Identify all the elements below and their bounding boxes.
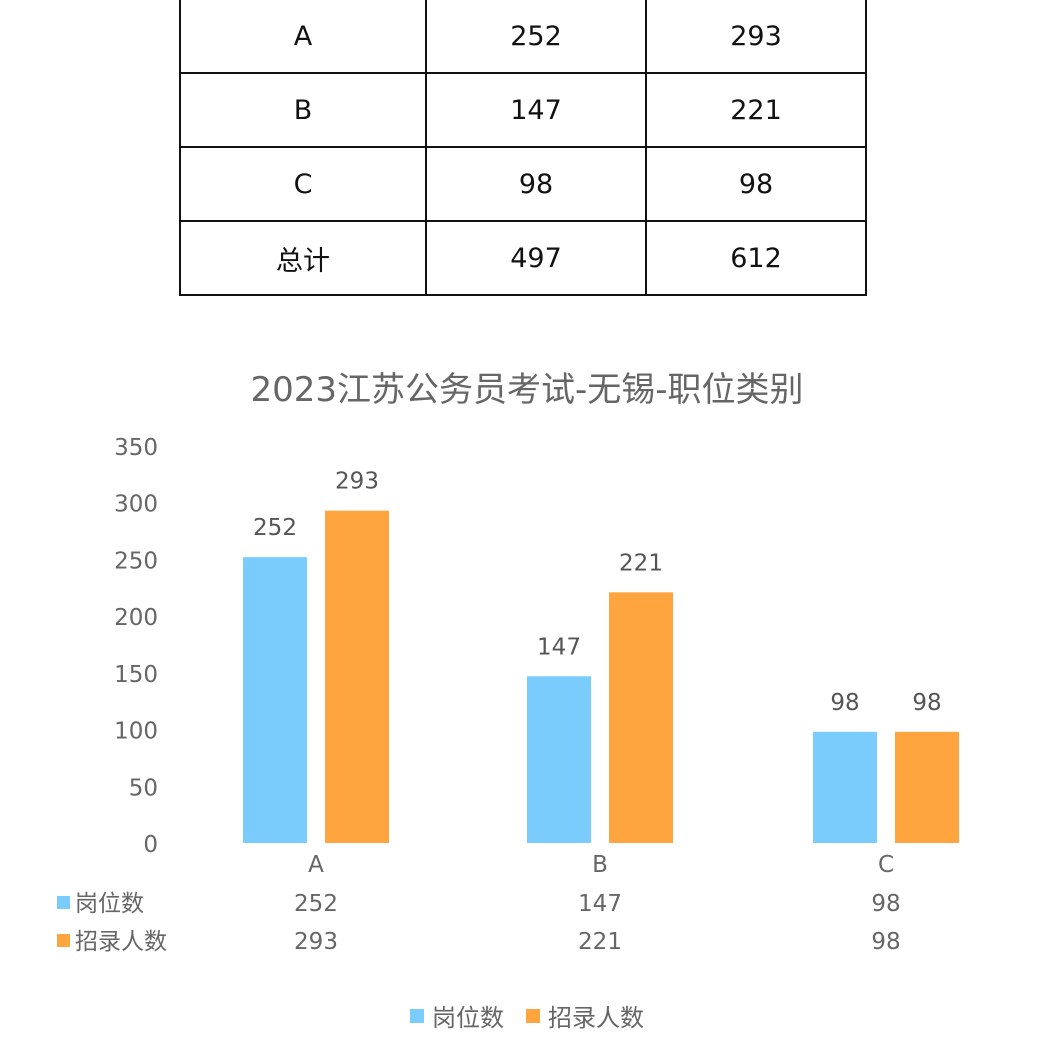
bar-positions — [527, 676, 591, 843]
y-tick-label: 150 — [114, 662, 158, 688]
bar-positions — [813, 731, 877, 843]
legend-swatch-hires — [526, 1008, 540, 1023]
table-value: 98 — [871, 929, 900, 955]
data-label: 98 — [830, 690, 859, 716]
table-value: 147 — [578, 891, 622, 917]
table-series-label: 岗位数 — [75, 891, 144, 917]
x-tick-label: C — [878, 852, 894, 878]
table-row: C 98 98 — [179, 146, 867, 222]
table-cell: 293 — [645, 0, 867, 74]
y-tick-label: 300 — [114, 492, 158, 518]
table-cell: 252 — [425, 0, 647, 74]
data-label: 252 — [253, 515, 297, 541]
chart-title: 2023江苏公务员考试-无锡-职位类别 — [250, 370, 804, 410]
y-tick-label: 200 — [114, 605, 158, 631]
table-legend-swatch-positions — [57, 896, 70, 909]
table-cell: 497 — [425, 220, 647, 296]
bar-hires — [895, 731, 959, 843]
data-label: 98 — [912, 690, 941, 716]
bar-hires — [609, 592, 673, 843]
table-cell: 总计 — [179, 220, 427, 296]
legend-label-positions: 岗位数 — [432, 1004, 504, 1032]
x-tick-label: B — [592, 852, 608, 878]
x-tick-label: A — [308, 852, 324, 878]
y-tick-label: 250 — [114, 548, 158, 574]
table-cell: 147 — [425, 72, 647, 148]
legend-item-positions: 岗位数 — [410, 998, 504, 1033]
table-value: 221 — [578, 929, 622, 955]
data-label: 147 — [537, 634, 581, 660]
y-tick-label: 50 — [129, 775, 158, 801]
table-cell: C — [179, 146, 427, 222]
table-value: 98 — [871, 891, 900, 917]
table-cell: 98 — [425, 146, 647, 222]
chart-legend: 岗位数 招录人数 — [0, 998, 1054, 1033]
y-tick-label: 0 — [143, 832, 158, 858]
table-series-label: 招录人数 — [75, 929, 167, 955]
bar-hires — [325, 510, 389, 843]
table-cell: A — [179, 0, 427, 74]
table-value: 293 — [294, 929, 338, 955]
table-cell: 221 — [645, 72, 867, 148]
table-row: A 252 293 — [179, 0, 867, 74]
table-cell: B — [179, 72, 427, 148]
table-value: 252 — [294, 891, 338, 917]
legend-label-hires: 招录人数 — [548, 1004, 644, 1032]
table-cell: 98 — [645, 146, 867, 222]
summary-table: A 252 293 B 147 221 C 98 98 总计 497 612 — [179, 0, 867, 296]
y-tick-label: 350 — [114, 435, 158, 461]
data-label: 221 — [619, 550, 663, 576]
table-cell: 612 — [645, 220, 867, 296]
legend-swatch-positions — [410, 1008, 424, 1023]
legend-item-hires: 招录人数 — [526, 998, 644, 1033]
table-row: B 147 221 — [179, 72, 867, 148]
bar-positions — [243, 557, 307, 843]
y-tick-label: 100 — [114, 719, 158, 745]
table-legend-swatch-hires — [57, 934, 70, 947]
table-row: 总计 497 612 — [179, 220, 867, 296]
data-label: 293 — [335, 469, 379, 495]
